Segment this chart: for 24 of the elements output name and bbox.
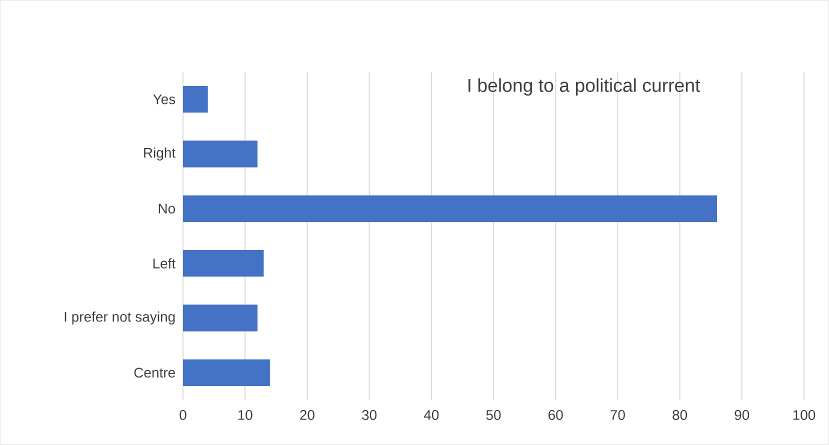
bar [183, 304, 258, 332]
bar [183, 86, 208, 113]
x-tick-label: 70 [610, 410, 625, 420]
bar [183, 359, 270, 386]
x-tick-label: 90 [734, 410, 750, 420]
y-tick-label: I prefer not saying [64, 311, 175, 325]
x-tick-label: 80 [672, 410, 688, 420]
x-tick-label: 100 [793, 410, 816, 420]
x-tick-label: 40 [424, 410, 439, 420]
bar [183, 250, 264, 277]
x-tick-label: 60 [548, 410, 563, 420]
y-tick-label: Centre [134, 368, 175, 378]
x-tick-label: 20 [300, 410, 314, 420]
x-tick-label: 30 [362, 410, 377, 420]
x-tick-label: 10 [238, 410, 252, 420]
x-tick-label: 0 [180, 410, 186, 420]
chart-title: I belong to a political current [468, 78, 700, 96]
bar [183, 195, 718, 222]
y-tick-label: Yes [153, 94, 176, 104]
x-tick-label: 50 [486, 410, 501, 420]
y-tick-label: Right [144, 147, 176, 161]
y-tick-label: No [158, 204, 176, 214]
bar [183, 140, 258, 168]
y-tick-label: Left [153, 258, 176, 268]
